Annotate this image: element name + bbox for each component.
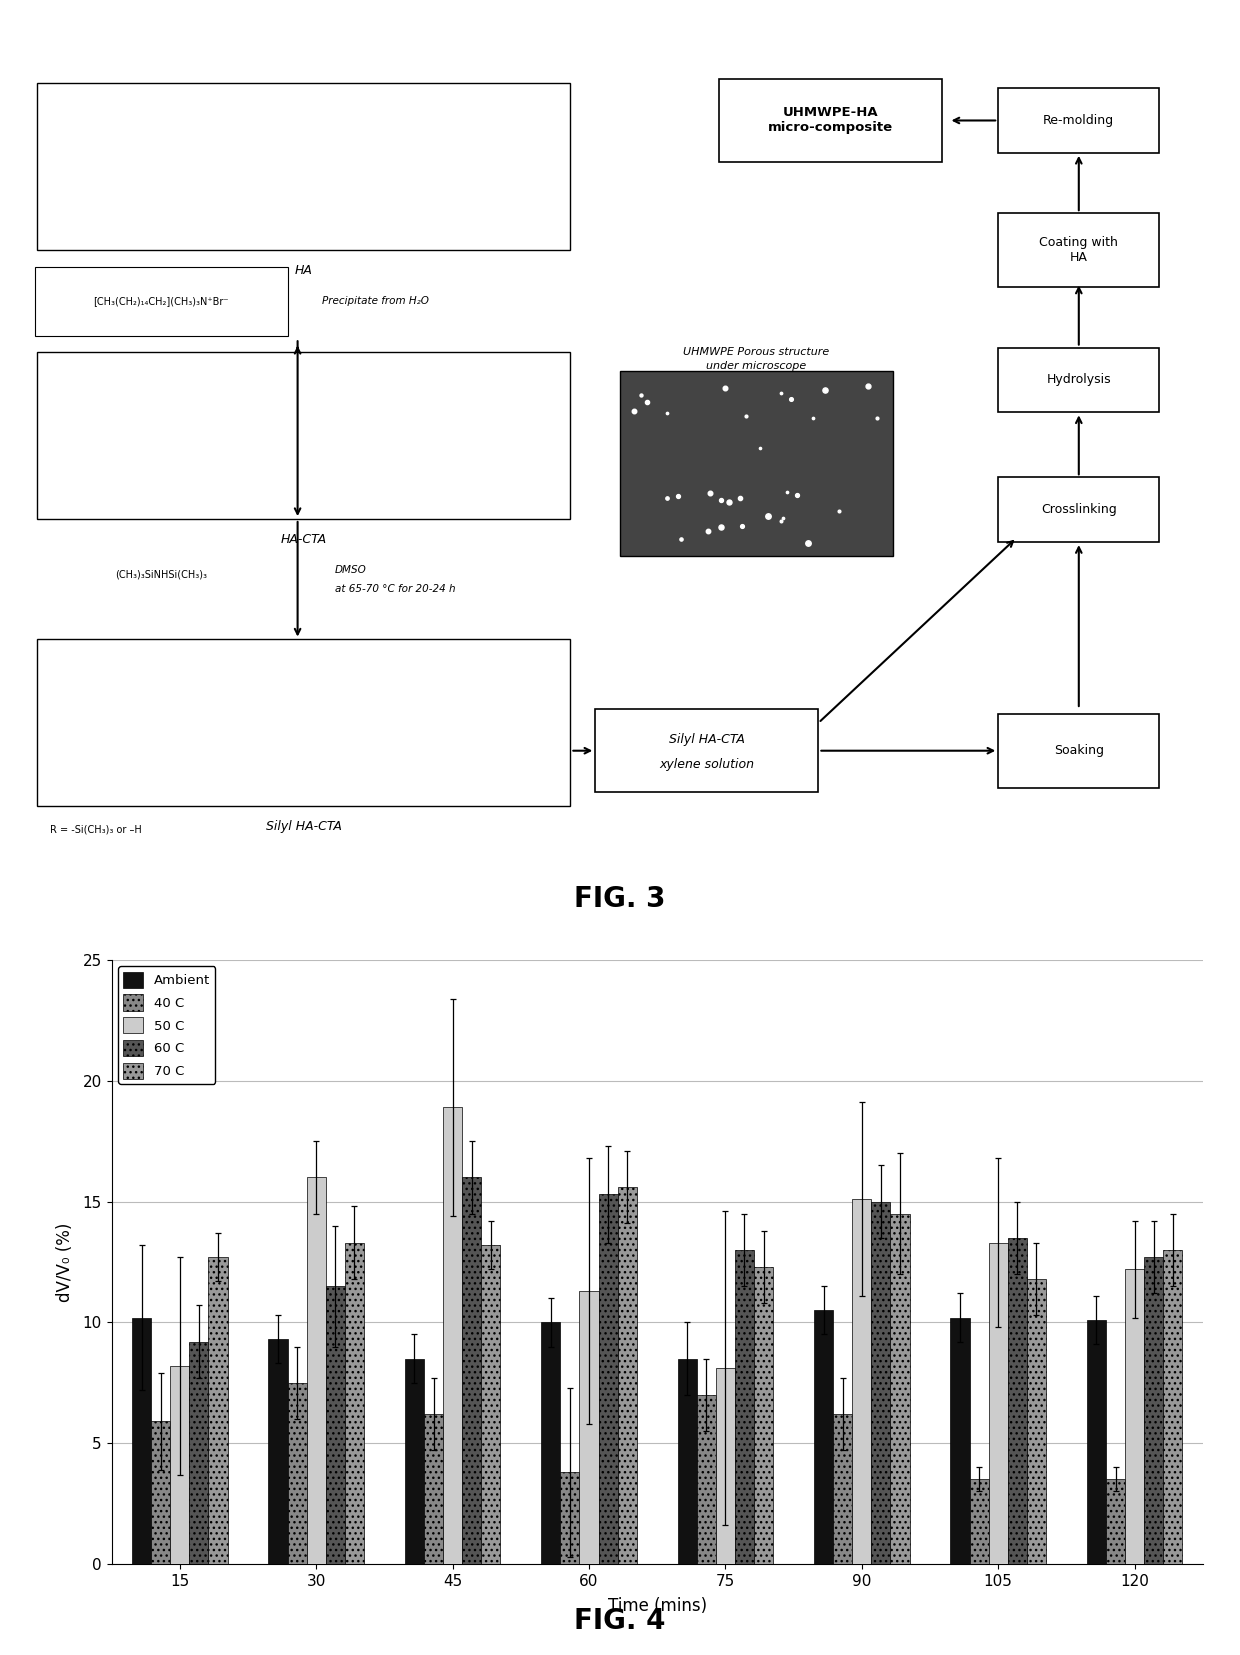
Text: Coating with
HA: Coating with HA bbox=[1039, 237, 1118, 265]
Bar bbox=[988, 1243, 1008, 1564]
Bar bbox=[1163, 1250, 1183, 1564]
Text: HA-CTA: HA-CTA bbox=[280, 533, 327, 546]
Bar bbox=[970, 1480, 988, 1564]
Text: Silyl HA-CTA: Silyl HA-CTA bbox=[668, 733, 745, 746]
Bar bbox=[326, 1286, 345, 1564]
Bar bbox=[754, 1266, 774, 1564]
Bar bbox=[852, 1200, 872, 1564]
Text: FIG. 3: FIG. 3 bbox=[574, 885, 666, 914]
Bar bbox=[345, 1243, 365, 1564]
Bar bbox=[697, 1395, 715, 1564]
Bar bbox=[1106, 1480, 1125, 1564]
Bar bbox=[678, 1359, 697, 1564]
Bar bbox=[719, 79, 942, 162]
Bar bbox=[890, 1213, 909, 1564]
Bar bbox=[37, 353, 570, 520]
Bar bbox=[735, 1250, 754, 1564]
Text: HA: HA bbox=[295, 265, 312, 276]
Bar bbox=[998, 477, 1159, 543]
Bar bbox=[131, 1317, 151, 1564]
Bar bbox=[424, 1413, 443, 1564]
Bar bbox=[404, 1359, 424, 1564]
Bar bbox=[37, 639, 570, 806]
Bar bbox=[288, 1382, 306, 1564]
Text: Hydrolysis: Hydrolysis bbox=[1047, 374, 1111, 387]
Bar bbox=[481, 1245, 501, 1564]
Text: (CH₃)₃SiNHSi(CH₃)₃: (CH₃)₃SiNHSi(CH₃)₃ bbox=[115, 569, 207, 579]
Y-axis label: dV/V₀ (%): dV/V₀ (%) bbox=[56, 1223, 74, 1301]
FancyBboxPatch shape bbox=[35, 266, 288, 336]
Text: xylene solution: xylene solution bbox=[660, 758, 754, 771]
Bar bbox=[170, 1365, 190, 1564]
Bar bbox=[541, 1322, 560, 1564]
Text: Re-molding: Re-molding bbox=[1043, 114, 1115, 127]
Bar bbox=[951, 1317, 970, 1564]
Bar bbox=[595, 708, 818, 793]
Bar bbox=[998, 348, 1159, 412]
Bar bbox=[1145, 1258, 1163, 1564]
Bar bbox=[151, 1422, 170, 1564]
Text: DMSO: DMSO bbox=[335, 564, 367, 574]
Text: FIG. 4: FIG. 4 bbox=[574, 1607, 666, 1635]
Text: Precipitate from H₂O: Precipitate from H₂O bbox=[322, 296, 429, 306]
Text: [CH₃(CH₂)₁₄CH₂](CH₃)₃N⁺Br⁻: [CH₃(CH₂)₁₄CH₂](CH₃)₃N⁺Br⁻ bbox=[93, 296, 229, 306]
Bar bbox=[1027, 1279, 1047, 1564]
Bar bbox=[998, 213, 1159, 288]
Bar bbox=[306, 1177, 326, 1564]
Bar bbox=[715, 1369, 735, 1564]
Bar bbox=[208, 1258, 228, 1564]
Text: under microscope: under microscope bbox=[707, 361, 806, 371]
Bar bbox=[1125, 1269, 1145, 1564]
Bar bbox=[618, 1187, 637, 1564]
Bar bbox=[190, 1342, 208, 1564]
Text: Silyl HA-CTA: Silyl HA-CTA bbox=[265, 821, 342, 832]
Bar bbox=[37, 83, 570, 250]
Legend: Ambient, 40 C, 50 C, 60 C, 70 C: Ambient, 40 C, 50 C, 60 C, 70 C bbox=[118, 967, 216, 1084]
Bar bbox=[813, 1311, 833, 1564]
Bar bbox=[463, 1177, 481, 1564]
Bar bbox=[998, 88, 1159, 152]
Bar bbox=[998, 713, 1159, 788]
Text: R = -Si(CH₃)₃ or –H: R = -Si(CH₃)₃ or –H bbox=[50, 824, 141, 834]
Bar bbox=[1008, 1238, 1027, 1564]
Text: Soaking: Soaking bbox=[1054, 745, 1104, 758]
Bar bbox=[872, 1202, 890, 1564]
Text: UHMWPE Porous structure: UHMWPE Porous structure bbox=[683, 348, 830, 357]
Text: at 65-70 °C for 20-24 h: at 65-70 °C for 20-24 h bbox=[335, 584, 455, 594]
Bar bbox=[269, 1339, 288, 1564]
Bar bbox=[579, 1291, 599, 1564]
Bar bbox=[599, 1195, 618, 1564]
Bar bbox=[833, 1413, 852, 1564]
Text: UHMWPE-HA
micro-composite: UHMWPE-HA micro-composite bbox=[769, 106, 893, 134]
Bar bbox=[1086, 1321, 1106, 1564]
Bar bbox=[560, 1473, 579, 1564]
Text: Crosslinking: Crosslinking bbox=[1040, 503, 1117, 516]
Bar bbox=[620, 371, 893, 556]
Bar bbox=[443, 1107, 463, 1564]
X-axis label: Time (mins): Time (mins) bbox=[608, 1597, 707, 1615]
